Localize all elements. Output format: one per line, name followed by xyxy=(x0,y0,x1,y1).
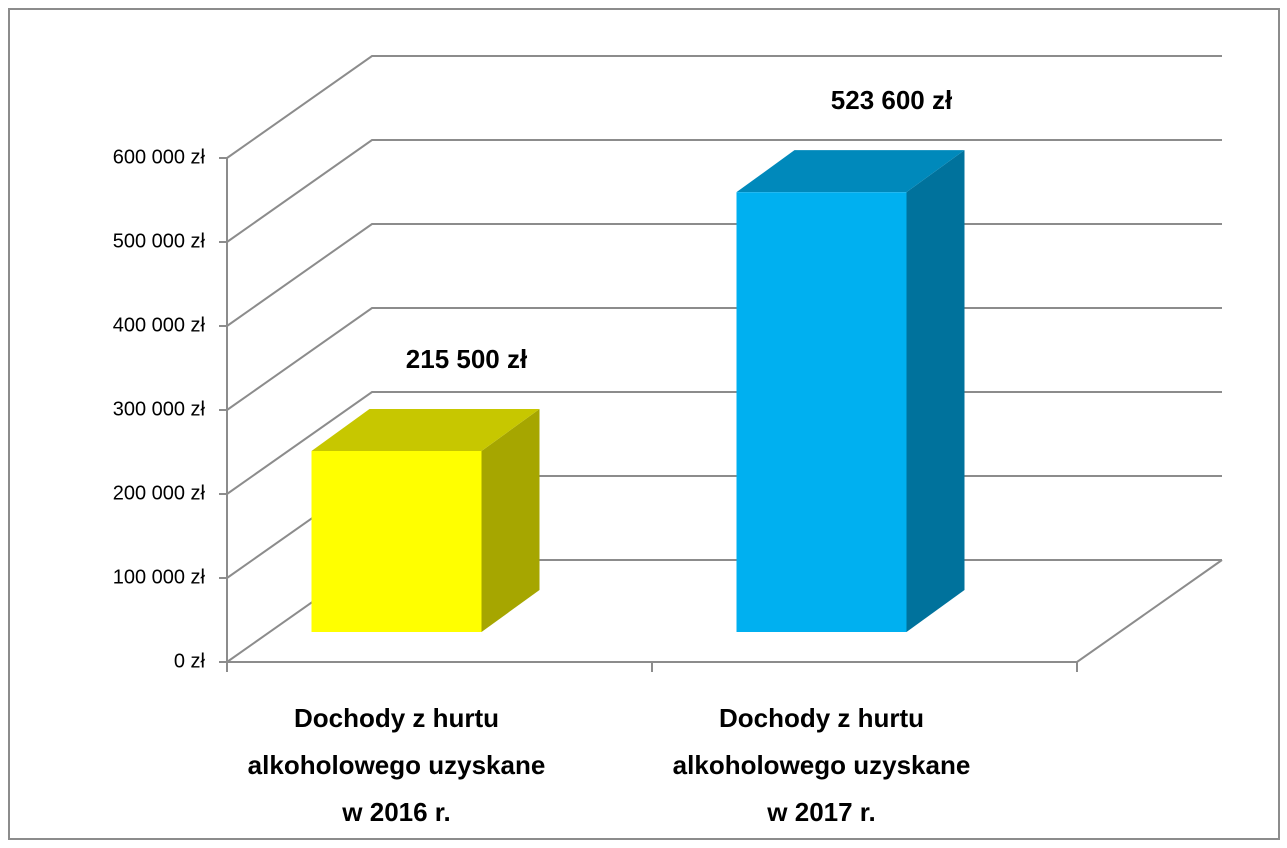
y-tick-label: 500 000 zł xyxy=(113,230,206,252)
y-tick-label: 200 000 zł xyxy=(113,482,206,504)
y-tick-label: 600 000 zł xyxy=(113,146,206,168)
value-label: 523 600 zł xyxy=(831,85,953,115)
value-label: 215 500 zł xyxy=(406,344,528,374)
grid-line xyxy=(226,55,1222,159)
bar-side xyxy=(481,408,540,632)
y-tick-label: 0 zł xyxy=(174,650,206,672)
bar-side xyxy=(906,150,965,632)
bar-top xyxy=(736,150,965,193)
bar-top xyxy=(311,408,540,451)
bar xyxy=(736,192,907,632)
bar xyxy=(311,450,482,632)
y-tick-label: 100 000 zł xyxy=(113,566,206,588)
frame xyxy=(8,8,1280,840)
x-tick-label: Dochody z hurtu alkoholowego uzyskane w … xyxy=(247,703,546,827)
y-tick-label: 400 000 zł xyxy=(113,314,206,336)
grid-line xyxy=(226,139,1222,243)
x-tick-label: Dochody z hurtu alkoholowego uzyskane w … xyxy=(672,703,971,827)
y-tick-label: 300 000 zł xyxy=(113,398,206,420)
